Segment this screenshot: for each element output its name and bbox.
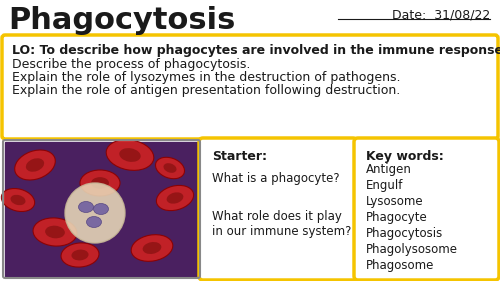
- FancyBboxPatch shape: [354, 138, 499, 280]
- Text: Antigen: Antigen: [366, 163, 412, 176]
- Ellipse shape: [106, 140, 154, 170]
- Bar: [5, 142, 198, 276]
- Ellipse shape: [45, 226, 65, 238]
- Text: Engulf: Engulf: [366, 179, 404, 192]
- Text: Key words:: Key words:: [366, 150, 444, 163]
- Ellipse shape: [156, 157, 184, 179]
- Text: Starter:: Starter:: [212, 150, 267, 163]
- FancyBboxPatch shape: [2, 35, 498, 139]
- Text: What is a phagocyte?: What is a phagocyte?: [212, 172, 340, 185]
- Ellipse shape: [142, 242, 162, 254]
- Text: Phagolysosome: Phagolysosome: [366, 243, 458, 256]
- Ellipse shape: [72, 250, 88, 260]
- Ellipse shape: [120, 148, 141, 162]
- Ellipse shape: [33, 218, 77, 246]
- Text: Phagocytosis: Phagocytosis: [366, 227, 444, 240]
- Text: Date:  31/08/22: Date: 31/08/22: [392, 8, 490, 21]
- Ellipse shape: [26, 158, 44, 172]
- Ellipse shape: [166, 192, 184, 204]
- Ellipse shape: [164, 163, 176, 173]
- Text: LO: To describe how phagocytes are involved in the immune response: LO: To describe how phagocytes are invol…: [12, 44, 500, 57]
- Ellipse shape: [86, 216, 102, 228]
- Text: Describe the process of phagocytosis.: Describe the process of phagocytosis.: [12, 58, 250, 71]
- Ellipse shape: [14, 150, 56, 180]
- Ellipse shape: [156, 185, 194, 210]
- Text: Phagocyte: Phagocyte: [366, 211, 428, 224]
- Text: Explain the role of lysozymes in the destruction of pathogens.: Explain the role of lysozymes in the des…: [12, 71, 400, 84]
- Ellipse shape: [94, 203, 108, 214]
- Ellipse shape: [80, 170, 120, 196]
- Circle shape: [65, 183, 125, 243]
- Text: Explain the role of antigen presentation following destruction.: Explain the role of antigen presentation…: [12, 84, 400, 97]
- Ellipse shape: [61, 243, 99, 267]
- Ellipse shape: [91, 177, 109, 189]
- Text: Lysosome: Lysosome: [366, 195, 424, 208]
- Ellipse shape: [131, 235, 173, 261]
- Text: Phagosome: Phagosome: [366, 259, 434, 272]
- Ellipse shape: [10, 195, 26, 205]
- Text: Phagocytosis: Phagocytosis: [8, 6, 235, 35]
- FancyBboxPatch shape: [199, 138, 357, 280]
- Ellipse shape: [78, 201, 94, 212]
- Ellipse shape: [2, 189, 34, 212]
- Text: What role does it play
in our immune system?: What role does it play in our immune sys…: [212, 210, 352, 238]
